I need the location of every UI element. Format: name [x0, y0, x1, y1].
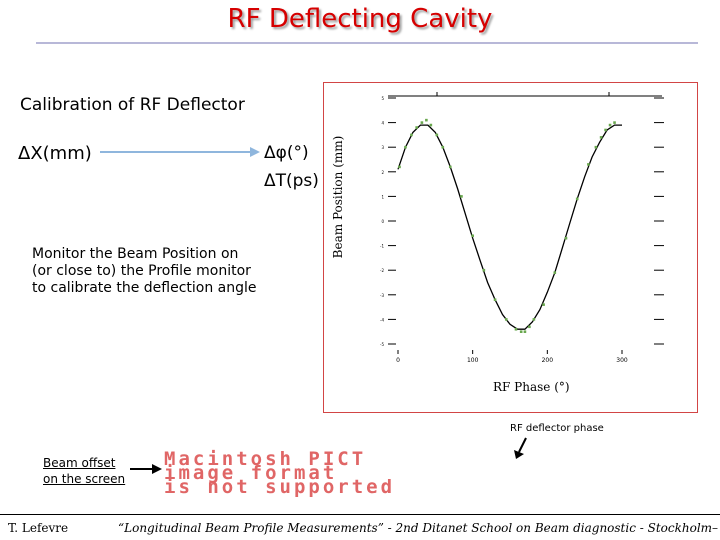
chart-data-point — [594, 145, 598, 149]
chart-data-point — [460, 195, 463, 198]
chart-y-tick-label: -3 — [380, 293, 384, 298]
monitor-text: Monitor the Beam Position on (or close t… — [32, 246, 257, 297]
chart-data-point — [471, 234, 474, 238]
delta-phi-label: Δφ(°) — [264, 143, 309, 163]
chart-x-tick-label: 300 — [616, 357, 628, 364]
chart-data-point — [435, 133, 439, 137]
chart-data-point — [514, 327, 518, 331]
chart-data-point — [553, 271, 557, 274]
chart-data-point — [429, 123, 433, 127]
monitor-text-line: Monitor the Beam Position on — [32, 246, 239, 262]
chart-y-tick-label: -2 — [380, 268, 384, 273]
placeholder-line: is not supported — [164, 476, 396, 498]
arrow-icon — [514, 437, 527, 459]
chart-data-point — [542, 303, 545, 306]
footer-divider — [0, 514, 720, 515]
chart-data-point — [420, 121, 424, 124]
footer-text: “Longitudinal Beam Profile Measurements”… — [118, 521, 720, 535]
placeholder-line: Macintosh PICT — [164, 448, 367, 470]
beam-offset-line: on the screen — [43, 472, 126, 486]
chart-data-point — [493, 298, 497, 302]
author-name: T. Lefevre — [8, 521, 69, 535]
chart-y-tick-label: -1 — [380, 244, 384, 249]
chart-data-point — [425, 118, 428, 122]
monitor-text-line: to calibrate the deflection angle — [32, 280, 257, 296]
chart-data-point — [532, 318, 536, 321]
placeholder-line: image format — [164, 462, 338, 484]
chart-data-point — [415, 126, 418, 129]
title-divider — [36, 42, 698, 44]
chart-data-point — [587, 163, 590, 166]
beam-offset-text: Beam offset on the screen — [43, 455, 125, 487]
chart-y-tick-label: 2 — [381, 170, 384, 175]
chart-data-point — [404, 145, 407, 149]
chart-series-line — [397, 124, 622, 330]
chart-data-point — [448, 165, 452, 169]
chart-y-tick-label: 4 — [381, 121, 384, 126]
chart-x-tick-label: 0 — [396, 357, 400, 364]
chart-data-point — [604, 128, 607, 132]
chart-data-point — [410, 133, 413, 137]
chart-data-point — [398, 165, 401, 169]
chart-data-point — [441, 145, 445, 149]
chart-data-point — [504, 318, 508, 321]
slide-title: RF Deflecting Cavity — [227, 4, 493, 34]
beam-offset-line: Beam offset — [43, 456, 116, 470]
chart-y-tick-label: 0 — [381, 219, 384, 224]
chart-data-point — [519, 330, 523, 333]
delta-x-label: ΔX(mm) — [18, 143, 92, 164]
chart-data-point — [599, 136, 603, 139]
chart-y-tick-label: 3 — [381, 145, 384, 150]
chart-y-tick-label: -4 — [380, 317, 384, 322]
chart-data-point — [523, 330, 527, 333]
delta-t-label: ΔT(ps) — [264, 171, 319, 191]
arrow-icon — [130, 464, 162, 474]
chart-y-tick-label: 5 — [381, 96, 384, 101]
chart-x-axis-label: RF Phase (°) — [493, 380, 570, 394]
chart-data-point — [528, 325, 531, 329]
chart-y-tick-label: 1 — [381, 194, 384, 199]
slide-subtitle: Calibration of RF Deflector — [20, 95, 245, 115]
chart-data-point — [575, 197, 579, 201]
monitor-text-line: (or close to) the Profile monitor — [32, 263, 251, 279]
arrow-icon — [100, 147, 260, 157]
chart-y-tick-label: -5 — [380, 342, 384, 347]
chart-data-point — [613, 121, 616, 124]
chart-x-tick-label: 100 — [467, 357, 479, 364]
unsupported-image-placeholder: Macintosh PICT image format is not suppo… — [164, 448, 560, 498]
rf-deflector-phase-label: RF deflector phase — [510, 423, 604, 434]
chart-y-axis-label: Beam Position (mm) — [331, 135, 345, 259]
chart-data-point — [608, 123, 612, 127]
chart-x-tick-label: 200 — [542, 357, 554, 364]
chart-data-point — [564, 236, 568, 240]
plot-frame — [323, 82, 698, 413]
chart-data-point — [482, 268, 486, 272]
